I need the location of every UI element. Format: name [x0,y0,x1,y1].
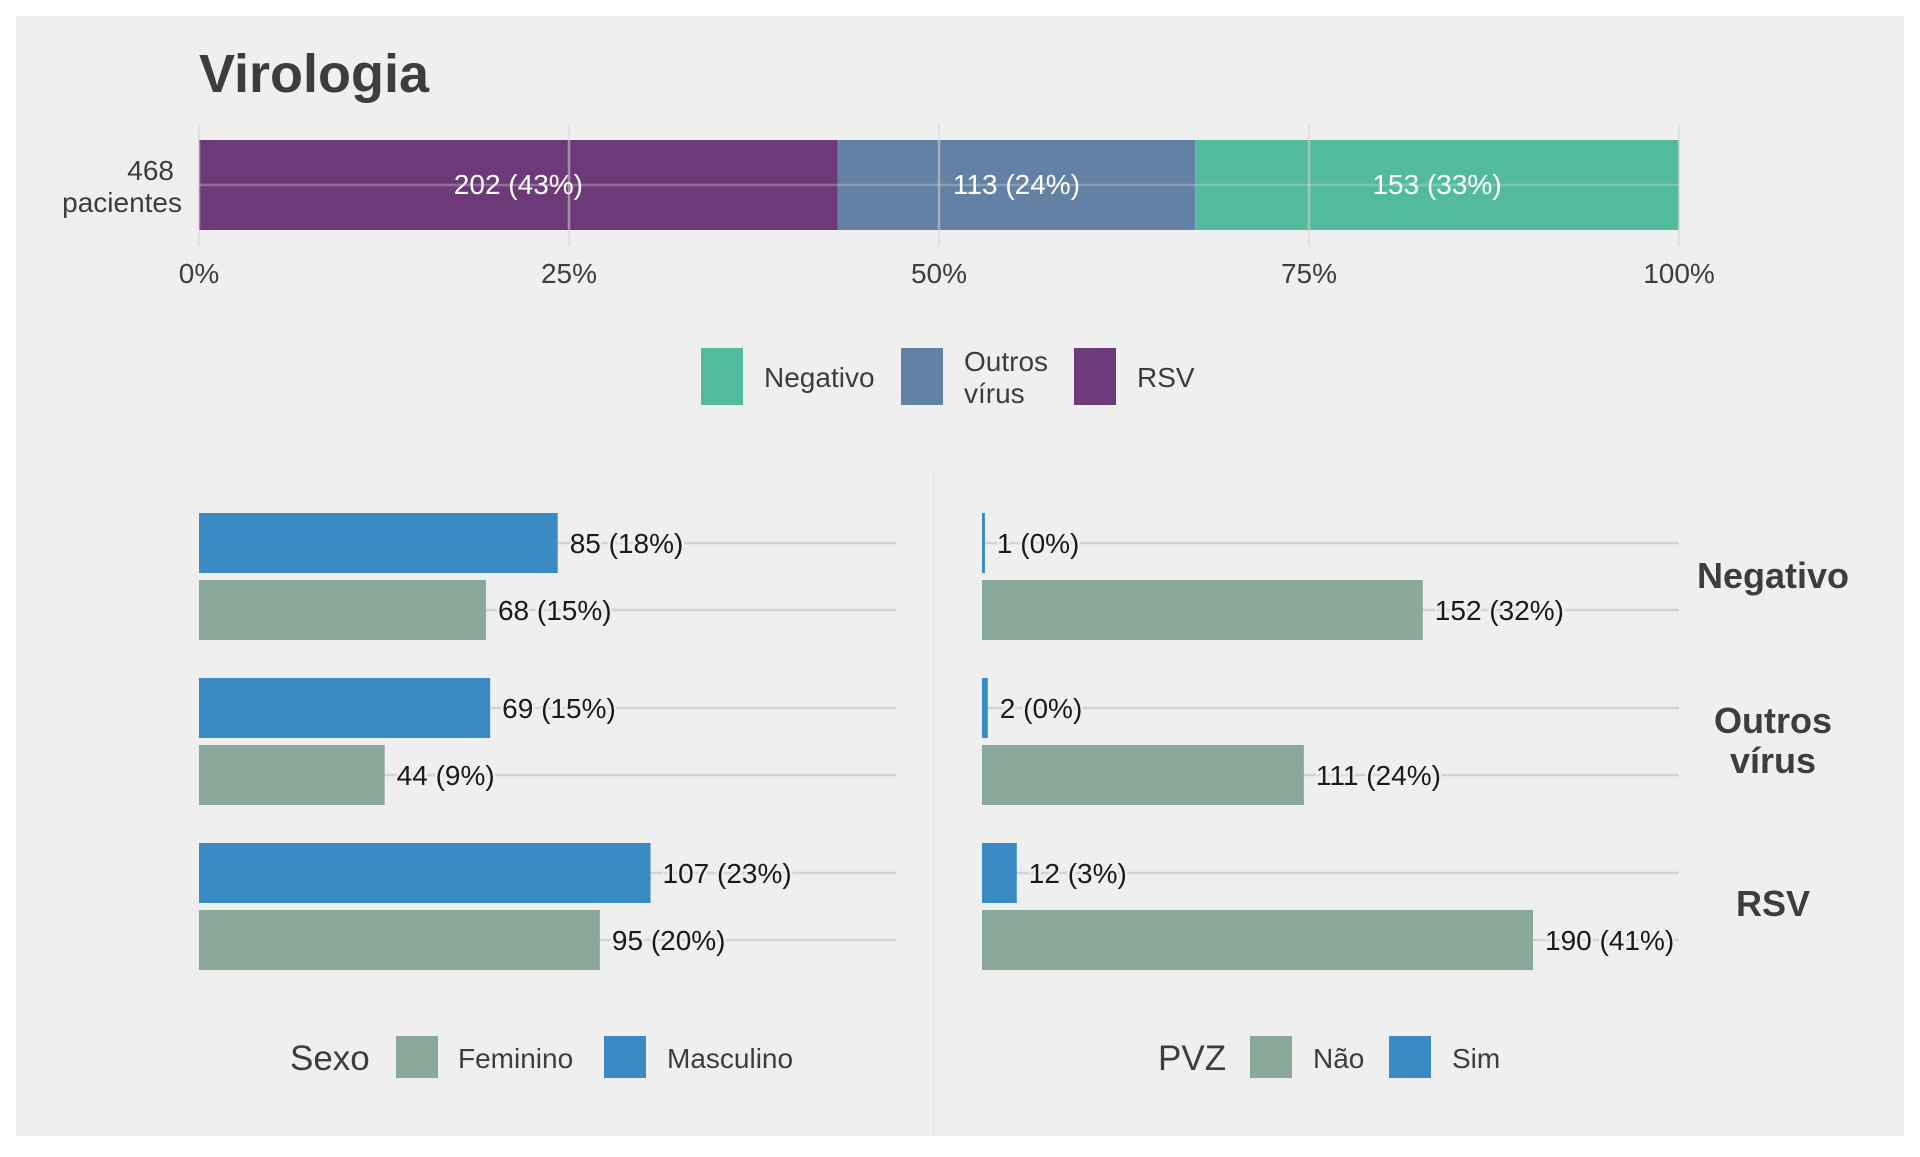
bar-segment-rsv [199,140,838,230]
legend-label: Feminino [458,1043,573,1074]
bar-value-label: 190 (41%) [1545,925,1674,956]
bar-feminino [199,580,486,640]
facet-strip-label: RSV [1736,883,1810,924]
bar-value-label: 2 (0%) [1000,693,1082,724]
legend-key-negativo [701,348,743,405]
bar-label: 113 (24%) [953,169,1080,200]
chart-title: Virologia [199,44,430,104]
x-tick-label: 100% [1643,258,1715,289]
bar-masculino [199,513,558,573]
bar-value-label: 107 (23%) [663,858,792,889]
bar-feminino [199,910,600,970]
legend-key-masculino [604,1036,646,1078]
bar-value-label: 111 (24%) [1316,760,1441,791]
legend-label: Sim [1452,1043,1500,1074]
bar-segment-negativo [1195,140,1679,230]
legend-label: Outros [964,346,1048,377]
legend-label: vírus [964,378,1025,409]
x-tick-label: 0% [179,258,219,289]
bar-label: 202 (43%) [454,169,583,200]
x-tick-label: 50% [911,258,967,289]
x-tick-label: 75% [1281,258,1337,289]
legend-label: Negativo [764,362,875,393]
facet-strip-label: Outros [1714,700,1832,741]
facet-strip-label: vírus [1730,740,1816,781]
bar-value-label: 85 (18%) [570,528,684,559]
legend-key-rsv [1074,348,1116,405]
bar-label: 153 (33%) [1372,169,1501,200]
category-label: 468 [127,155,174,186]
bar-feminino [199,745,385,805]
legend-label: RSV [1137,362,1195,393]
x-tick-label: 25% [541,258,597,289]
legend-key-sim [1389,1036,1431,1078]
bar-nao [982,910,1533,970]
bar-sim [982,843,1017,903]
facet-strip-label: Negativo [1697,555,1849,596]
bar-nao [982,745,1304,805]
bar-segment-outros [837,140,1196,230]
bar-masculino [199,843,651,903]
bar-value-label: 68 (15%) [498,595,612,626]
legend-label: Não [1313,1043,1364,1074]
bar-value-label: 44 (9%) [397,760,495,791]
legend-title: PVZ [1158,1039,1226,1078]
legend-title: Sexo [290,1039,370,1078]
bar-value-label: 69 (15%) [502,693,616,724]
legend-key-nao [1250,1036,1292,1078]
bar-value-label: 1 (0%) [997,528,1079,559]
legend-label: Masculino [667,1043,793,1074]
legend-key-feminino [396,1036,438,1078]
bar-value-label: 12 (3%) [1029,858,1127,889]
bar-nao [982,580,1423,640]
legend-key-outros [901,348,943,405]
panel-background-sexo [16,468,934,1136]
bar-sim [982,513,985,573]
bar-masculino [199,678,491,738]
bar-value-label: 95 (20%) [612,925,726,956]
bar-sim [982,678,988,738]
category-label: pacientes [62,187,182,218]
bar-value-label: 152 (32%) [1435,595,1564,626]
